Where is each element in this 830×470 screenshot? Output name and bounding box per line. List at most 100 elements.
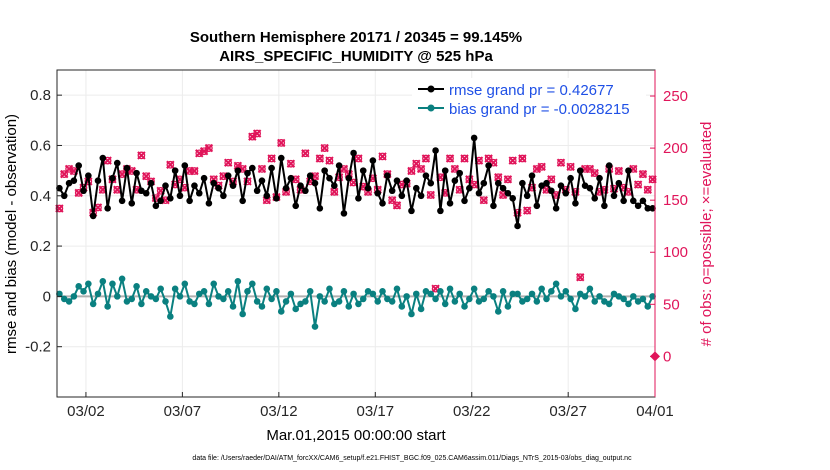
rmse-point — [123, 164, 131, 172]
bias-point — [171, 285, 179, 293]
obs-possible-point — [547, 175, 556, 184]
rmse-point — [480, 179, 488, 187]
y-axis-left-label: rmse and bias (model - observation) — [3, 114, 20, 354]
bias-point — [379, 288, 386, 295]
rmse-point — [523, 192, 531, 200]
bias-point — [639, 295, 647, 303]
rmse-point — [446, 200, 454, 207]
rmse-point — [321, 167, 328, 174]
rmse-point — [335, 162, 343, 169]
rmse-point — [326, 174, 333, 182]
rmse-point — [210, 179, 218, 187]
bias-point — [591, 298, 599, 305]
obs-possible-point — [643, 185, 652, 194]
bias-point — [104, 303, 111, 310]
bias-point — [316, 293, 324, 300]
rmse-point — [234, 167, 242, 174]
bias-point — [625, 300, 632, 308]
obs-possible-point — [205, 144, 213, 152]
rmse-point — [384, 172, 391, 179]
obs-evaluated-point — [576, 273, 585, 282]
rmse-point — [548, 187, 555, 195]
bias-point — [359, 295, 367, 303]
obs-possible-point — [479, 196, 488, 205]
obs-evaluated-point — [407, 166, 416, 176]
obs-possible-point — [325, 156, 334, 165]
obs-possible-point — [190, 167, 199, 175]
bias-point — [548, 288, 555, 295]
rmse-point — [80, 187, 87, 195]
rmse-point — [470, 134, 478, 142]
rmse-point — [282, 184, 290, 192]
bias-point — [340, 288, 348, 295]
bias-point — [277, 308, 285, 315]
bias-point — [470, 285, 478, 293]
rmse-point — [475, 189, 483, 197]
obs-evaluated-point — [195, 149, 204, 158]
bias-point — [56, 290, 63, 298]
x-tick-label: 04/01 — [636, 403, 674, 420]
rmse-point — [258, 177, 266, 184]
obs-evaluated-point — [503, 175, 513, 184]
rmse-point — [504, 189, 512, 197]
bias-point — [461, 303, 468, 310]
bias-point — [350, 290, 357, 298]
bias-point — [528, 290, 536, 298]
rmse-point — [350, 149, 357, 157]
rmse-point — [287, 174, 295, 182]
rmse-point — [485, 162, 492, 169]
bias-point — [374, 298, 382, 305]
obs-possible-point — [518, 154, 527, 163]
bias-point — [181, 280, 189, 288]
bias-point — [210, 280, 218, 288]
rmse-point — [104, 205, 111, 212]
rmse-point — [56, 184, 63, 192]
x-tick-label: 03/12 — [260, 403, 298, 420]
obs-possible-point — [634, 180, 642, 189]
rmse-point — [591, 194, 599, 202]
chart-title-line1: Southern Hemisphere 20171 / 20345 = 99.1… — [190, 29, 522, 46]
obs-possible-point — [648, 175, 657, 184]
y-left-tick-label: 0.4 — [30, 188, 51, 205]
rmse-point — [85, 172, 92, 179]
rmse-series — [56, 134, 656, 230]
bias-point — [118, 275, 126, 283]
y-left-tick-label: 0.6 — [30, 137, 51, 154]
rmse-point — [509, 194, 517, 202]
bias-point — [485, 288, 492, 295]
rmse-point — [147, 179, 155, 187]
obs-possible-point — [267, 154, 276, 163]
obs-evaluated-point — [426, 190, 435, 200]
obs-evaluated-point — [614, 166, 624, 176]
rmse-point — [176, 192, 184, 200]
bias-series — [56, 275, 656, 330]
obs-possible-point — [422, 154, 430, 163]
bias-point — [244, 288, 251, 295]
bias-point — [302, 298, 309, 305]
rmse-point — [195, 189, 203, 197]
y-axis-right: 0 50 100 150 200 250 — [650, 70, 688, 397]
bias-point — [157, 285, 164, 293]
obs-possible-point — [354, 154, 363, 163]
rmse-point — [572, 200, 579, 207]
obs-evaluated-point — [252, 129, 262, 138]
rmse-point — [133, 169, 140, 177]
rmse-point — [586, 184, 594, 192]
rmse-point — [456, 169, 463, 177]
obs-evaluated-point — [494, 173, 503, 182]
rmse-point — [610, 192, 618, 200]
bias-point — [176, 293, 184, 300]
bias-point — [466, 295, 473, 303]
rmse-point — [422, 172, 430, 179]
bias-point — [75, 283, 83, 290]
obs-evaluated-point — [267, 154, 276, 163]
rmse-point — [576, 167, 584, 174]
obs-evaluated-point — [633, 180, 643, 189]
bias-point — [355, 300, 362, 308]
bias-point — [306, 288, 314, 295]
y-axis-right-label: # of obs: o=possible; ×=evaluated — [698, 122, 715, 347]
bias-point — [393, 285, 401, 293]
rmse-point — [89, 212, 97, 220]
rmse-point — [412, 184, 420, 192]
